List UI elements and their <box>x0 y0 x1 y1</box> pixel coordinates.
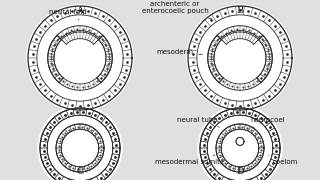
Polygon shape <box>215 33 265 83</box>
Circle shape <box>208 116 272 180</box>
Circle shape <box>38 106 122 180</box>
Circle shape <box>198 106 282 180</box>
Text: D: D <box>236 167 244 176</box>
Text: A: A <box>76 6 84 15</box>
Text: neurocoel: neurocoel <box>251 117 285 128</box>
Text: C: C <box>76 167 84 176</box>
Text: B: B <box>236 6 244 15</box>
Text: archenteric or
enterocoelic pouch: archenteric or enterocoelic pouch <box>142 1 212 19</box>
Text: mesodermal somite: mesodermal somite <box>156 155 225 165</box>
Text: neural tube: neural tube <box>177 117 219 127</box>
Text: coelom: coelom <box>268 155 298 165</box>
Text: mesoderm: mesoderm <box>156 49 202 55</box>
Text: neural fold: neural fold <box>49 9 87 20</box>
Polygon shape <box>55 33 105 83</box>
Circle shape <box>187 5 293 111</box>
Circle shape <box>39 107 121 180</box>
Circle shape <box>222 130 258 166</box>
Circle shape <box>199 107 281 180</box>
Polygon shape <box>62 130 98 166</box>
Circle shape <box>27 5 133 111</box>
Polygon shape <box>222 130 258 166</box>
Circle shape <box>62 130 98 166</box>
Polygon shape <box>237 138 243 145</box>
Circle shape <box>48 116 112 180</box>
